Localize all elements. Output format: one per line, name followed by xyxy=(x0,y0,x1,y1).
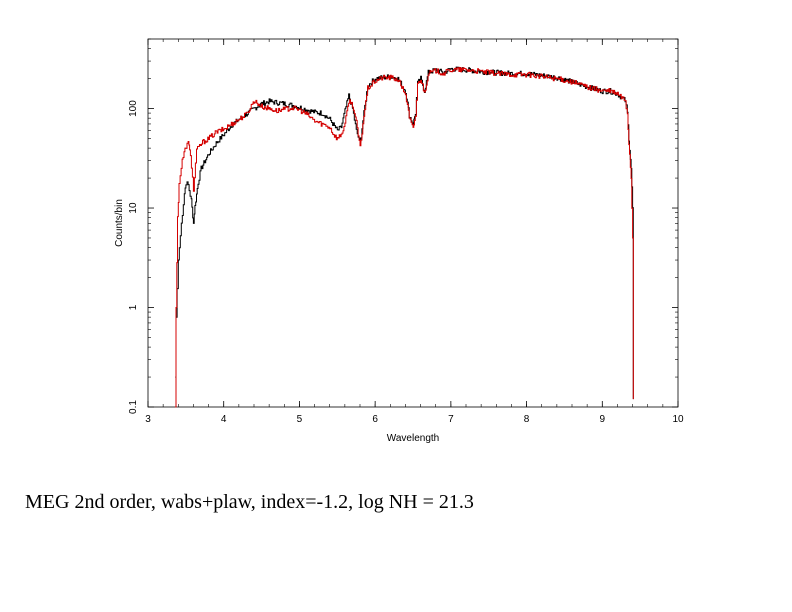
x-tick-label: 9 xyxy=(600,414,606,425)
y-tick-label: 0.1 xyxy=(128,400,139,414)
x-tick-label: 3 xyxy=(145,414,151,425)
series-line-model xyxy=(175,67,634,408)
x-tick-label: 6 xyxy=(372,414,378,425)
x-tick-label: 4 xyxy=(221,414,227,425)
y-tick-label: 100 xyxy=(128,100,139,117)
x-tick-labels: 3 4 5 6 7 8 9 10 xyxy=(145,414,684,425)
x-axis-title: Wavelength xyxy=(387,433,439,444)
y-tick-label: 1 xyxy=(128,304,139,310)
series-line-data xyxy=(175,66,634,400)
axis-ticks xyxy=(147,38,679,408)
x-tick-label: 5 xyxy=(297,414,303,425)
y-axis-title: Counts/bin xyxy=(114,199,125,247)
y-tick-labels: 0.1 1 10 100 xyxy=(128,100,139,414)
spectrum-chart: 3 4 5 6 7 8 9 10 0.1 1 10 100 Wavelength Counts/bi… xyxy=(114,38,684,444)
y-tick-label: 10 xyxy=(128,202,139,214)
figure-caption: MEG 2nd order, wabs+plaw, index=-1.2, lo… xyxy=(25,491,474,513)
series-layer xyxy=(175,66,634,408)
x-tick-label: 8 xyxy=(524,414,530,425)
x-tick-label: 7 xyxy=(448,414,454,425)
plot-frame xyxy=(147,38,679,408)
x-tick-label: 10 xyxy=(672,414,684,425)
